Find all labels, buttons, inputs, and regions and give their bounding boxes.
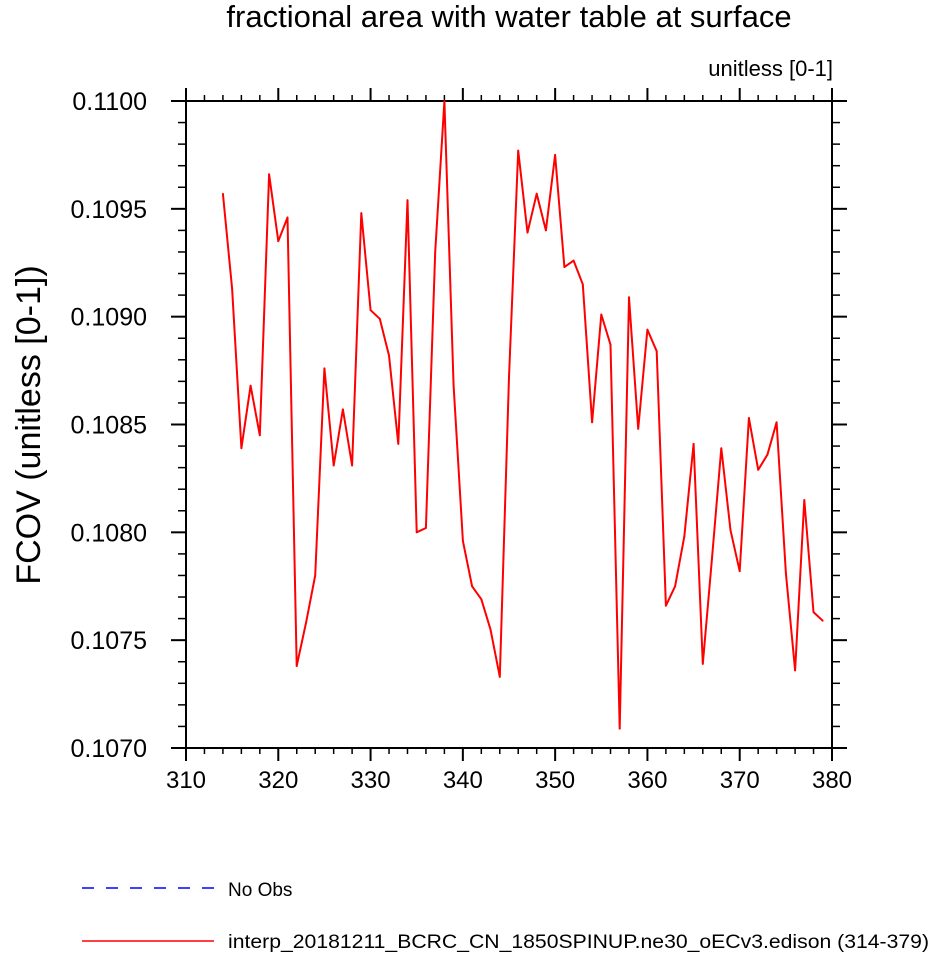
data-point bbox=[305, 622, 307, 624]
data-point bbox=[572, 259, 575, 262]
data-point bbox=[655, 350, 658, 353]
data-point bbox=[591, 421, 593, 424]
data-point bbox=[554, 154, 557, 156]
data-point bbox=[323, 367, 326, 370]
x-tick-label: 360 bbox=[627, 767, 667, 794]
data-point bbox=[461, 540, 464, 542]
data-point bbox=[821, 619, 824, 622]
data-point bbox=[351, 464, 354, 467]
data-point bbox=[268, 173, 270, 176]
x-tick-label: 310 bbox=[166, 767, 206, 794]
legend: No Obs interp_20181211_BCRC_CN_1850SPINU… bbox=[82, 880, 929, 953]
data-point bbox=[618, 727, 621, 730]
legend-label-no-obs: No Obs bbox=[228, 880, 292, 901]
x-tick-label: 330 bbox=[351, 767, 391, 794]
legend-label-model: interp_20181211_BCRC_CN_1850SPINUP.ne30_… bbox=[228, 932, 929, 953]
data-point bbox=[508, 376, 510, 378]
data-point bbox=[683, 535, 686, 538]
data-point bbox=[388, 354, 390, 357]
y-tick-label: 0.1070 bbox=[71, 735, 147, 763]
data-point bbox=[489, 628, 492, 631]
data-point bbox=[295, 665, 298, 667]
data-point bbox=[757, 468, 760, 471]
data-point bbox=[748, 417, 750, 419]
data-point bbox=[277, 240, 280, 243]
data-point bbox=[535, 192, 538, 195]
data-point bbox=[646, 328, 649, 331]
axis-ticks bbox=[171, 88, 847, 761]
data-point bbox=[332, 464, 335, 467]
units-label: unitless [0-1] bbox=[708, 56, 833, 81]
data-point bbox=[443, 100, 446, 102]
data-point bbox=[425, 527, 427, 529]
y-tick-label: 0.1080 bbox=[71, 519, 147, 547]
data-point bbox=[231, 287, 234, 290]
data-point bbox=[249, 384, 252, 387]
data-point bbox=[609, 343, 612, 346]
axis-tick-labels: 310 320 330 340 350 360 370 380 0.1070 0.1075 0.10… bbox=[71, 88, 852, 794]
series-points bbox=[222, 100, 824, 730]
data-point bbox=[628, 296, 630, 299]
data-point bbox=[692, 443, 695, 445]
data-point bbox=[581, 283, 584, 286]
data-point bbox=[803, 499, 806, 501]
data-point bbox=[563, 266, 566, 268]
data-point bbox=[498, 675, 501, 678]
data-point bbox=[664, 604, 667, 607]
y-axis-label: FCOV (unitless [0-1]) bbox=[10, 265, 48, 584]
data-point bbox=[397, 443, 400, 445]
y-tick-label: 0.1090 bbox=[71, 304, 147, 332]
data-point bbox=[738, 570, 741, 573]
y-tick-label: 0.1095 bbox=[71, 196, 147, 224]
data-point bbox=[674, 585, 677, 588]
data-point bbox=[240, 447, 243, 450]
data-point bbox=[794, 669, 796, 672]
data-point bbox=[258, 434, 261, 437]
data-point bbox=[378, 317, 381, 320]
data-point bbox=[222, 192, 224, 195]
data-point bbox=[784, 572, 787, 575]
x-tick-label: 350 bbox=[535, 767, 575, 794]
data-point bbox=[314, 574, 317, 577]
data-point bbox=[720, 447, 723, 450]
data-point bbox=[517, 149, 520, 152]
data-point bbox=[526, 231, 529, 234]
series-line-fcov bbox=[221, 100, 824, 730]
data-point bbox=[766, 453, 769, 456]
data-point bbox=[341, 408, 344, 411]
data-point bbox=[286, 216, 289, 219]
data-point bbox=[600, 313, 603, 316]
x-tick-label: 370 bbox=[720, 767, 760, 794]
data-point bbox=[452, 384, 455, 387]
y-tick-label: 0.1100 bbox=[72, 88, 147, 116]
data-point bbox=[434, 251, 437, 253]
data-point bbox=[711, 557, 713, 560]
chart-title: fractional area with water table at surf… bbox=[226, 0, 791, 34]
data-point bbox=[812, 611, 815, 614]
data-point bbox=[729, 529, 732, 532]
data-point bbox=[637, 427, 640, 430]
data-point bbox=[406, 199, 409, 202]
x-tick-label: 340 bbox=[443, 767, 483, 794]
data-point bbox=[471, 585, 473, 588]
plot-frame bbox=[185, 100, 833, 749]
x-tick-label: 380 bbox=[812, 767, 852, 794]
data-point bbox=[369, 309, 372, 312]
y-tick-label: 0.1075 bbox=[71, 627, 147, 655]
data-point bbox=[415, 531, 418, 534]
data-point bbox=[545, 229, 547, 232]
y-tick-label: 0.1085 bbox=[71, 412, 147, 440]
x-tick-label: 320 bbox=[258, 767, 298, 794]
data-point bbox=[360, 212, 363, 215]
data-point bbox=[701, 662, 704, 665]
data-point bbox=[775, 421, 778, 424]
data-point bbox=[480, 598, 483, 601]
